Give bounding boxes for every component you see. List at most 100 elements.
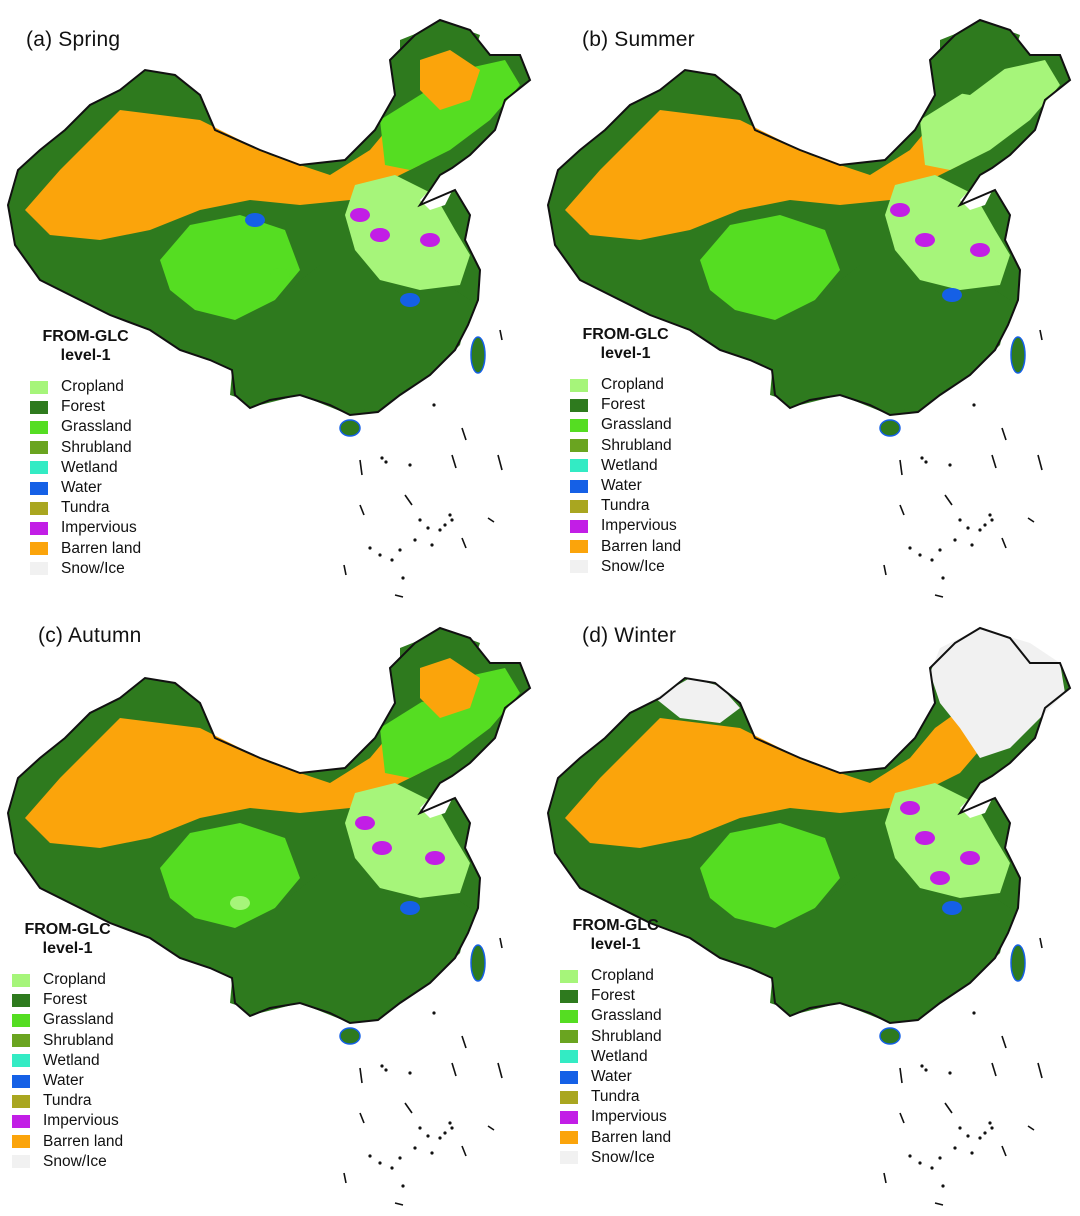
legend-title-line1: FROM-GLC [582,326,669,343]
nine-dash-line [487,517,495,523]
legend-swatch [560,1009,578,1023]
legend-swatch [560,1151,578,1165]
landcover-patch-impervious [372,841,392,855]
landcover-patch-water [942,901,962,915]
landcover-patch-grassland [700,823,840,928]
legend-label: Snow/Ice [601,557,665,575]
landcover-patch-barren-land [25,688,470,848]
legend-swatch [560,1090,578,1104]
legend-item-cropland: Cropland [570,375,681,395]
legend-swatch [12,1114,30,1128]
island-dot [990,1126,994,1130]
legend-label: Tundra [591,1088,640,1106]
island-dot [988,1121,992,1125]
island-dot [408,1071,412,1075]
legend-swatch [570,378,588,392]
landcover-patch-barren-land [565,688,1010,848]
bohai-sea [420,788,455,818]
legend-swatch [30,481,48,495]
legend-swatch [30,521,48,535]
legend-label: Shrubland [61,438,132,456]
legend-label: Cropland [61,378,124,396]
legend-swatch [570,459,588,473]
island-dot [432,403,436,407]
landcover-patch-barren-land [25,80,470,240]
legend-item-forest: Forest [560,986,671,1006]
legend-label: Cropland [601,376,664,394]
legend-label: Tundra [61,499,110,517]
nine-dash-line [899,1112,905,1124]
island-dot [384,1068,388,1072]
map-layer [546,626,1072,1206]
panel-title: (b) Summer [582,28,695,51]
landcover-patch-snow-ice [655,678,740,723]
legend-label: Forest [61,398,105,416]
country-border [546,18,1072,417]
legend: FROM-GLC level-1 Cropland Forest Grassland… [560,916,671,1168]
island-dot [443,1131,447,1135]
legend-label: Forest [43,991,87,1009]
island-dot [413,538,417,542]
nine-dash-line [883,564,887,576]
nine-dash-line [1001,537,1007,549]
island-dot [938,1156,942,1160]
legend-label: Impervious [601,517,677,535]
legend-item-tundra: Tundra [12,1091,123,1111]
landcover-patch-impervious [930,871,950,885]
landcover-patch-barren-land [420,658,480,718]
legend-swatch [560,1050,578,1064]
landcover-patch-water [400,293,420,307]
legend-item-snow-ice: Snow/Ice [12,1152,123,1172]
island-dot [418,1126,422,1130]
island-dot [930,1166,934,1170]
nine-dash-line [1037,1062,1043,1079]
island-dot [918,1161,922,1165]
legend-label: Forest [601,396,645,414]
legend-swatch [560,1110,578,1124]
legend-item-wetland: Wetland [12,1051,123,1071]
island-dot [953,1146,957,1150]
nine-dash-line [497,1062,503,1079]
island-dot [426,526,430,530]
legend-item-grassland: Grassland [570,415,681,435]
legend-title: FROM-GLC level-1 [30,327,141,365]
legend-swatch [12,1013,30,1027]
island-dot [398,1156,402,1160]
legend-item-water: Water [30,478,141,498]
legend-title-line2: level-1 [42,940,93,957]
nine-dash-line [899,459,903,476]
legend-item-forest: Forest [570,395,681,415]
legend-swatch [30,380,48,394]
legend-item-water: Water [12,1071,123,1091]
landcover-patch-grassland [160,215,300,320]
legend-label: Impervious [61,519,137,537]
island-dot [408,463,412,467]
landcover-patch-snow-ice [930,628,1065,758]
legend-label: Barren land [591,1128,672,1146]
legend-label: Snow/Ice [591,1148,655,1166]
island-dot [983,523,987,527]
nine-dash-line [404,1102,413,1114]
legend-swatch [560,1030,578,1044]
landcover-patch-grassland [160,823,300,928]
country-border [6,18,532,417]
legend-label: Grassland [61,418,132,436]
nine-dash-line [394,594,404,598]
nine-dash-line [359,504,365,516]
legend-label: Snow/Ice [61,559,125,577]
island-dot [908,546,912,550]
legend-item-grassland: Grassland [30,417,141,437]
landcover-patch-barren-land [565,80,1010,240]
island-dot [380,1064,384,1068]
island-dot [948,1071,952,1075]
island-dot [426,1134,430,1138]
legend-label: Water [601,477,642,495]
landcover-patch-impervious [350,208,370,222]
legend-label: Water [591,1068,632,1086]
legend-swatch [12,1034,30,1048]
nine-dash-line [451,1062,457,1077]
island-dot [941,576,945,580]
panel-title: (a) Spring [26,28,121,51]
map-layer [6,18,532,598]
legend-swatch [560,1070,578,1084]
